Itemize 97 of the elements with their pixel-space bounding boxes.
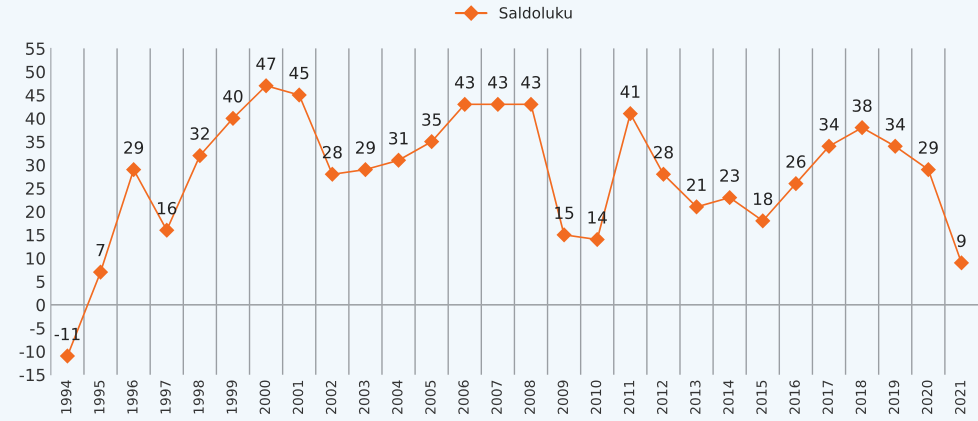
point xyxy=(93,264,108,280)
y-tick-label: 50 xyxy=(26,66,45,78)
data-label: 38 xyxy=(852,99,872,112)
point xyxy=(258,78,274,94)
data-label: 21 xyxy=(687,178,706,191)
data-label: 16 xyxy=(158,202,176,214)
data-label: 18 xyxy=(754,192,772,206)
y-tick-label: -5 xyxy=(30,322,45,335)
x-tick-label: 2013 xyxy=(690,380,701,414)
point xyxy=(126,162,142,177)
x-tick-label: 2006 xyxy=(458,380,469,414)
data-label: 28 xyxy=(322,146,342,159)
x-tick-label: 2005 xyxy=(425,380,436,414)
data-label: 28 xyxy=(654,146,673,159)
y-tick-label: -10 xyxy=(20,345,45,358)
data-label: 43 xyxy=(488,76,508,89)
x-tick-label: 2015 xyxy=(756,380,767,414)
y-tick-label: 30 xyxy=(26,158,45,172)
data-label: 34 xyxy=(820,118,839,131)
point xyxy=(226,110,240,126)
point xyxy=(854,120,870,136)
data-label: 9 xyxy=(957,234,966,248)
point xyxy=(60,348,75,364)
data-label: 45 xyxy=(289,66,308,80)
y-tick-label: -15 xyxy=(20,368,45,382)
point xyxy=(524,96,538,112)
data-label: 31 xyxy=(389,132,408,145)
y-tick-label: 0 xyxy=(36,298,45,312)
legend-label: Saldoluku xyxy=(500,6,572,19)
point xyxy=(424,134,440,150)
x-tick-label: 2016 xyxy=(789,380,800,414)
data-label: 43 xyxy=(454,76,474,89)
x-tick-label: 2003 xyxy=(358,380,370,414)
y-tick-label: 15 xyxy=(26,229,45,242)
point xyxy=(391,152,406,168)
data-label: 26 xyxy=(786,155,806,168)
x-tick-label: 2019 xyxy=(888,380,900,414)
point xyxy=(656,166,671,182)
data-label: 32 xyxy=(190,127,209,140)
x-tick-label: 2017 xyxy=(822,380,834,414)
x-tick-label: 2021 xyxy=(954,380,966,414)
x-tick-label: 1996 xyxy=(127,380,138,414)
x-tick-label: 2000 xyxy=(260,380,270,414)
point xyxy=(490,96,506,112)
y-tick-label: 20 xyxy=(26,206,45,218)
data-label: 7 xyxy=(96,244,104,256)
point xyxy=(722,190,738,205)
data-label: 40 xyxy=(223,90,242,103)
point xyxy=(590,232,605,247)
x-tick-label: 1995 xyxy=(94,380,105,414)
y-tick-label: 55 xyxy=(26,42,45,55)
point xyxy=(358,162,373,177)
x-tick-label: 1994 xyxy=(60,380,72,414)
x-tick-label: 2007 xyxy=(491,380,502,414)
data-label: 41 xyxy=(620,86,640,98)
y-tick-label: 45 xyxy=(26,89,45,102)
x-tick-label: 2010 xyxy=(590,380,602,414)
data-label: 35 xyxy=(422,113,441,126)
data-label: 43 xyxy=(521,76,540,89)
data-label: 34 xyxy=(886,118,905,131)
x-tick-label: 2004 xyxy=(392,380,403,414)
y-tick-label: 10 xyxy=(26,252,45,265)
point xyxy=(888,138,903,154)
point xyxy=(755,213,770,228)
point xyxy=(954,255,969,270)
x-tick-label: 2012 xyxy=(656,380,668,414)
x-tick-label: 1997 xyxy=(160,380,171,414)
point xyxy=(556,227,572,242)
y-tick-label: 40 xyxy=(26,112,45,125)
data-label: 29 xyxy=(918,141,938,154)
y-tick-label: 25 xyxy=(26,182,45,195)
x-tick-label: 2008 xyxy=(524,380,536,414)
point xyxy=(622,106,638,122)
x-tick-label: 1998 xyxy=(193,380,204,414)
point xyxy=(192,148,208,164)
y-tick-label: 5 xyxy=(36,276,45,288)
data-label: 29 xyxy=(124,141,144,154)
data-label: 23 xyxy=(720,169,739,182)
point xyxy=(788,176,804,191)
point xyxy=(292,88,307,102)
data-label: 29 xyxy=(356,141,375,154)
x-tick-label: 2002 xyxy=(326,380,336,414)
x-tick-label: 2018 xyxy=(856,380,866,414)
x-tick-label: 2009 xyxy=(558,380,568,414)
x-tick-label: 2014 xyxy=(723,380,734,414)
point xyxy=(324,166,340,182)
point xyxy=(159,222,174,238)
point xyxy=(920,162,936,177)
x-tick-label: 2020 xyxy=(922,380,932,414)
data-label: 47 xyxy=(256,58,276,70)
x-tick-label: 1999 xyxy=(226,380,238,414)
point xyxy=(457,96,472,112)
point xyxy=(822,138,836,154)
x-tick-label: 2011 xyxy=(624,380,634,414)
y-tick-label: 35 xyxy=(26,136,45,148)
point xyxy=(689,199,704,214)
x-tick-label: 2001 xyxy=(292,380,304,414)
